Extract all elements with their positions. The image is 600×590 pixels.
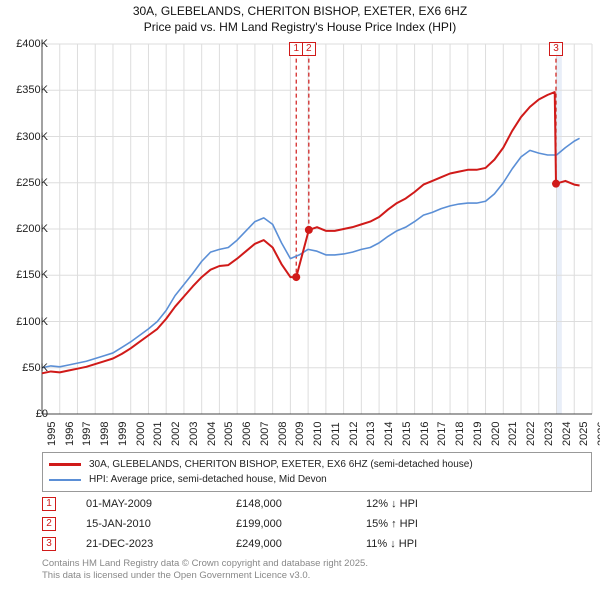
- x-tick-label: 2020: [490, 422, 502, 446]
- y-tick-label: £400K: [16, 38, 48, 50]
- x-tick-label: 2022: [525, 422, 537, 446]
- sales-table: 1 01-MAY-2009 £148,000 12% ↓ HPI 2 15-JA…: [42, 494, 592, 554]
- x-tick-label: 2017: [436, 422, 448, 446]
- x-tick-label: 2008: [277, 422, 289, 446]
- x-tick-label: 2001: [152, 422, 164, 446]
- sale-price-2: £199,000: [236, 518, 366, 530]
- x-tick-label: 2014: [383, 422, 395, 446]
- legend-label-hpi: HPI: Average price, semi-detached house,…: [89, 474, 327, 485]
- attribution-line-2: This data is licensed under the Open Gov…: [42, 570, 592, 582]
- x-tick-label: 2000: [135, 422, 147, 446]
- legend-swatch-hpi: [49, 479, 81, 481]
- x-tick-label: 2003: [188, 422, 200, 446]
- sale-date-1: 01-MAY-2009: [86, 498, 236, 510]
- x-tick-label: 1995: [46, 422, 58, 446]
- title-line-2: Price paid vs. HM Land Registry's House …: [0, 20, 600, 36]
- x-tick-label: 2023: [543, 422, 555, 446]
- x-tick-label: 2002: [170, 422, 182, 446]
- chart-container: 30A, GLEBELANDS, CHERITON BISHOP, EXETER…: [0, 0, 600, 590]
- sale-marker-3: 3: [42, 537, 56, 551]
- x-tick-label: 2004: [206, 422, 218, 446]
- y-tick-label: £300K: [16, 131, 48, 143]
- x-tick-label: 2016: [419, 422, 431, 446]
- x-tick-label: 2025: [578, 422, 590, 446]
- x-tick-label: 2012: [348, 422, 360, 446]
- sale-hpi-3: 11% ↓ HPI: [366, 538, 466, 550]
- chart-svg: [42, 44, 592, 414]
- legend-row-property: 30A, GLEBELANDS, CHERITON BISHOP, EXETER…: [49, 457, 585, 472]
- x-tick-label: 1996: [64, 422, 76, 446]
- legend-label-property: 30A, GLEBELANDS, CHERITON BISHOP, EXETER…: [89, 459, 473, 470]
- x-tick-label: 2013: [365, 422, 377, 446]
- x-tick-label: 2005: [223, 422, 235, 446]
- y-tick-label: £100K: [16, 316, 48, 328]
- sale-price-1: £148,000: [236, 498, 366, 510]
- sale-hpi-1: 12% ↓ HPI: [366, 498, 466, 510]
- sale-marker-1: 1: [42, 497, 56, 511]
- legend-swatch-property: [49, 463, 81, 466]
- x-tick-label: 2024: [561, 422, 573, 446]
- x-tick-label: 2011: [330, 422, 342, 446]
- sale-marker-box: 2: [302, 42, 316, 56]
- table-row: 3 21-DEC-2023 £249,000 11% ↓ HPI: [42, 534, 592, 554]
- x-tick-label: 2018: [454, 422, 466, 446]
- chart-area: [42, 44, 592, 414]
- x-tick-label: 2026: [596, 422, 600, 446]
- x-tick-label: 2021: [507, 422, 519, 446]
- x-tick-label: 1997: [81, 422, 93, 446]
- x-tick-label: 2015: [401, 422, 413, 446]
- y-tick-label: £150K: [16, 269, 48, 281]
- attribution-line-1: Contains HM Land Registry data © Crown c…: [42, 558, 592, 570]
- legend-row-hpi: HPI: Average price, semi-detached house,…: [49, 472, 585, 487]
- y-tick-label: £200K: [16, 223, 48, 235]
- y-tick-label: £250K: [16, 177, 48, 189]
- x-tick-label: 2006: [241, 422, 253, 446]
- attribution: Contains HM Land Registry data © Crown c…: [42, 558, 592, 582]
- sale-marker-box: 3: [549, 42, 563, 56]
- y-tick-label: £350K: [16, 84, 48, 96]
- table-row: 1 01-MAY-2009 £148,000 12% ↓ HPI: [42, 494, 592, 514]
- x-tick-label: 2019: [472, 422, 484, 446]
- title-block: 30A, GLEBELANDS, CHERITON BISHOP, EXETER…: [0, 0, 600, 35]
- title-line-1: 30A, GLEBELANDS, CHERITON BISHOP, EXETER…: [0, 4, 600, 20]
- sale-price-3: £249,000: [236, 538, 366, 550]
- sale-hpi-2: 15% ↑ HPI: [366, 518, 466, 530]
- table-row: 2 15-JAN-2010 £199,000 15% ↑ HPI: [42, 514, 592, 534]
- x-tick-label: 2010: [312, 422, 324, 446]
- y-tick-label: £0: [36, 408, 48, 420]
- sale-date-2: 15-JAN-2010: [86, 518, 236, 530]
- sale-date-3: 21-DEC-2023: [86, 538, 236, 550]
- x-tick-label: 1999: [117, 422, 129, 446]
- x-tick-label: 2007: [259, 422, 271, 446]
- y-tick-label: £50K: [22, 362, 48, 374]
- x-tick-label: 1998: [99, 422, 111, 446]
- sale-marker-2: 2: [42, 517, 56, 531]
- legend-box: 30A, GLEBELANDS, CHERITON BISHOP, EXETER…: [42, 452, 592, 492]
- x-tick-label: 2009: [294, 422, 306, 446]
